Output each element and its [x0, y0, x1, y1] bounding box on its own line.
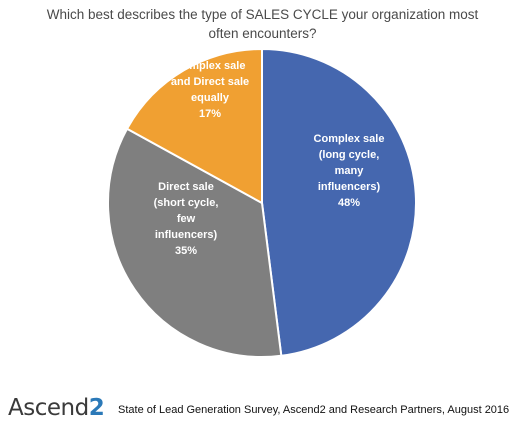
pie-slice-1 [261, 47, 417, 357]
pie-slice-label-3: Complex sale and Direct sale equally 17% [171, 60, 249, 120]
pie-slice-label-2: Direct sale (short cycle, few influencers) 3… [154, 181, 219, 257]
source-note: State of Lead Generation Survey, Ascend2… [118, 404, 510, 416]
ascend2-logo: Ascend2 [8, 395, 105, 421]
chart-title-line-2: often encounters? [208, 26, 317, 41]
chart-title: Which best describes the type of SALES C… [40, 5, 485, 43]
pie-slice-3 [125, 47, 263, 205]
logo-text: Ascend [8, 395, 89, 421]
pie-slice-2 [107, 127, 283, 358]
pie-chart: Complex sale (long cycle, many influencers)… [107, 47, 417, 358]
chart-title-line-1: Which best describes the type of SALES C… [46, 7, 479, 22]
footer: Ascend2 State of Lead Generation Survey,… [0, 390, 525, 431]
logo-mark: 2 [88, 395, 105, 421]
pie-slice-label-1: Complex sale (long cycle, many influencers)… [314, 133, 385, 209]
